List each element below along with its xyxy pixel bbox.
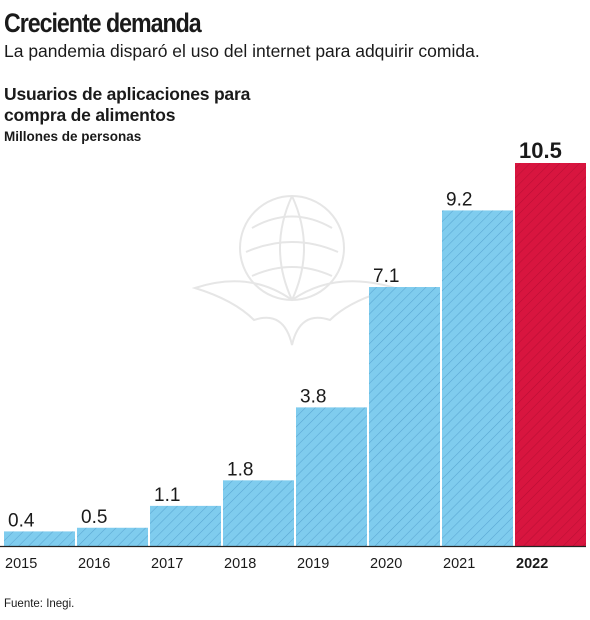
x-axis-tick-labels: 2015 2016 2017 2018 2019 2020 2021 2022 (5, 556, 548, 572)
bar-2019 (296, 407, 367, 546)
value-labels: 0.4 0.5 1.1 1.8 3.8 7.1 9.2 10.5 (8, 138, 562, 531)
bar-2016 (77, 527, 148, 546)
x-tick-label-2020: 2020 (370, 556, 402, 572)
value-label-2016: 0.5 (81, 507, 107, 528)
value-label-2015: 0.4 (8, 510, 35, 531)
x-tick-label-2022: 2022 (516, 556, 548, 572)
x-tick-label-2017: 2017 (151, 556, 183, 572)
chart-title-line-2: compra de alimentos (4, 105, 176, 125)
x-tick-label-2018: 2018 (224, 556, 256, 572)
bar-2015 (4, 531, 75, 546)
chart-title: Usuarios de aplicaciones para compra de … (4, 84, 250, 126)
value-label-2020: 7.1 (373, 266, 399, 287)
subtitle: La pandemia disparó el uso del internet … (4, 41, 480, 61)
bar-2018 (223, 480, 294, 546)
bar-2020 (369, 287, 440, 546)
chart-title-line-1: Usuarios de aplicaciones para (4, 84, 251, 104)
value-label-2017: 1.1 (154, 485, 180, 506)
bar-2022 (515, 163, 586, 546)
headline: Creciente demanda (4, 8, 202, 38)
units-label: Millones de personas (4, 129, 142, 144)
bar-2021 (442, 210, 513, 546)
x-tick-label-2021: 2021 (443, 556, 475, 572)
bar-2017 (150, 505, 221, 546)
value-label-2018: 1.8 (227, 459, 253, 480)
source-note: Fuente: Inegi. (4, 598, 75, 610)
x-tick-label-2015: 2015 (5, 556, 37, 572)
value-label-2022: 10.5 (519, 138, 562, 163)
watermark-logo (191, 195, 399, 346)
value-label-2021: 9.2 (446, 189, 472, 210)
x-tick-label-2019: 2019 (297, 556, 329, 572)
x-tick-label-2016: 2016 (78, 556, 110, 572)
bars (4, 163, 586, 546)
value-label-2019: 3.8 (300, 386, 326, 407)
